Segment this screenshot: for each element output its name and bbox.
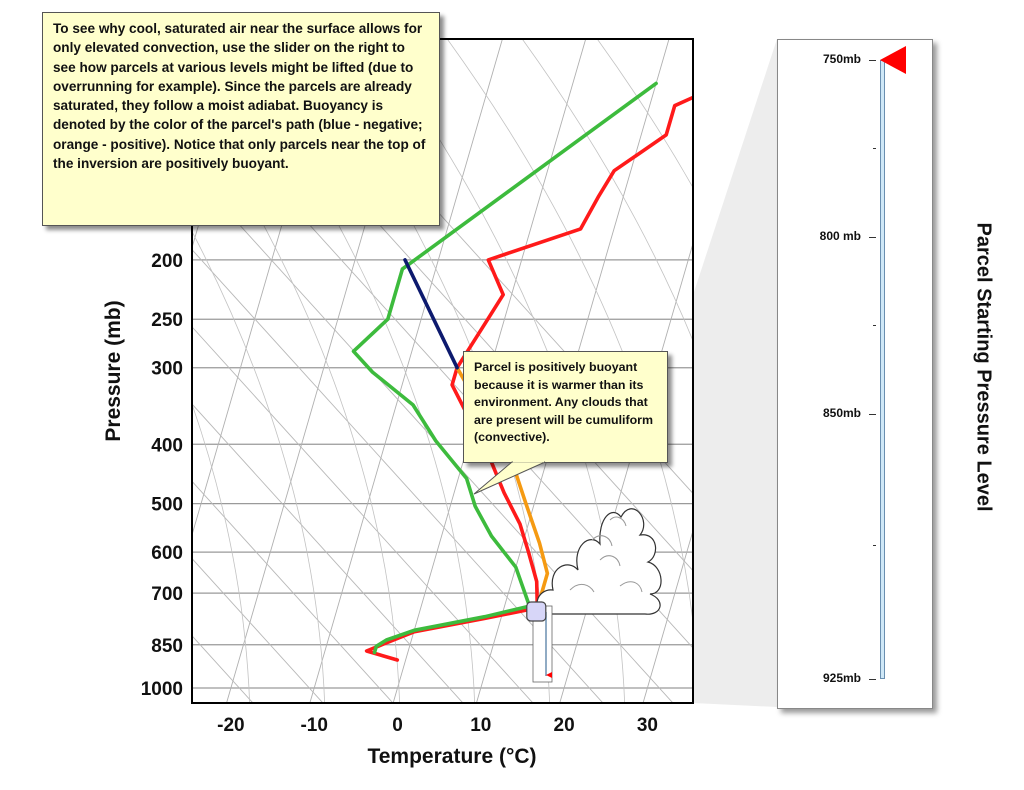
series-line-1: [351, 81, 658, 655]
slider-tick-mark: [869, 413, 876, 415]
x-tick-label: 0: [392, 715, 403, 736]
slider-tick-mark: [869, 679, 876, 680]
slider-minor-tick: [873, 544, 876, 546]
y-tick-label: 300: [151, 359, 183, 380]
slider-minor-tick: [873, 148, 876, 150]
cumulus-cloud-icon: [536, 508, 662, 615]
moist-adiabat: [521, 39, 693, 342]
dry-adiabat: [192, 403, 464, 703]
y-axis-title: Pressure (mb): [102, 300, 125, 441]
x-tick-label: -10: [300, 715, 327, 736]
dry-adiabat: [192, 557, 324, 703]
x-tick-label: -20: [217, 715, 244, 736]
buoyancy-callout: Parcel is positively buoyant because it …: [463, 351, 668, 463]
y-tick-label: 500: [151, 495, 183, 516]
slider-minor-tick: [873, 325, 876, 327]
inset-zoom-shadow: [693, 39, 777, 707]
y-tick-label: 400: [151, 435, 183, 456]
y-tick-label: 200: [151, 251, 183, 272]
dry-adiabat: [192, 480, 394, 703]
y-tick-label: 850: [151, 636, 183, 657]
moist-adiabat: [192, 403, 250, 703]
y-tick-label: 700: [151, 584, 183, 605]
buoyancy-text: Parcel is positively buoyant because it …: [474, 360, 654, 445]
y-tick-label: 250: [151, 310, 183, 331]
x-tick-label: 20: [554, 715, 575, 736]
x-tick-label: 30: [637, 715, 658, 736]
instruction-callout: To see why cool, saturated air near the …: [42, 12, 440, 226]
x-axis-title: Temperature (°C): [367, 745, 536, 768]
pressure-slider-panel: 750mb 800 mb 850mb 925mb: [777, 39, 933, 709]
slider-tick-label: 850mb: [822, 405, 861, 420]
y-tick-label: 1000: [141, 679, 183, 700]
dry-adiabat: [192, 326, 534, 703]
y-tick-label: 600: [151, 543, 183, 564]
slider-tick-mark: [869, 236, 876, 238]
instruction-text: To see why cool, saturated air near the …: [53, 21, 426, 172]
plot-frame: [191, 38, 694, 704]
slider-tick-label: 925mb: [822, 671, 861, 685]
isotherm: [309, 39, 503, 703]
pressure-slider-thumb[interactable]: [880, 46, 906, 74]
moist-adiabat: [596, 39, 693, 189]
moist-adiabat: [192, 230, 325, 703]
mini-slider-icon: [532, 605, 553, 683]
slider-tick-label: 750mb: [822, 52, 861, 66]
dry-adiabat: [192, 248, 604, 703]
pressure-slider-track[interactable]: [880, 60, 885, 679]
isotherm: [642, 529, 693, 703]
slider-tick-mark: [869, 60, 876, 61]
isotherm: [0, 29, 6, 713]
parcel-start-marker[interactable]: [526, 601, 547, 622]
slider-title: Parcel Starting Pressure Level: [972, 222, 995, 512]
slider-tick-label: 800 mb: [819, 228, 861, 243]
axis-ticks: 200 250 300 400 500 600 700 850 1000 -20 -10 0 10 20 3…: [141, 251, 658, 736]
x-tick-label: 10: [470, 715, 491, 736]
series-line-3: [403, 258, 459, 370]
